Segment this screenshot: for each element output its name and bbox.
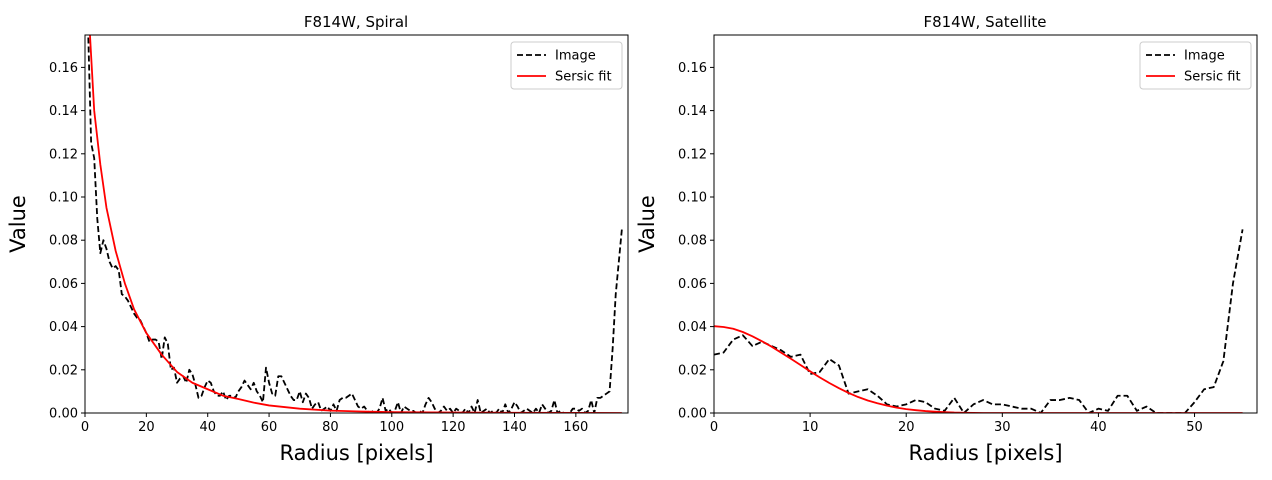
y-tick-label: 0.04 [49, 320, 78, 335]
legend-label: Image [555, 49, 596, 64]
y-tick-label: 0.12 [49, 147, 78, 162]
legend-box [1139, 41, 1252, 90]
x-tick-label: 50 [1186, 420, 1203, 435]
series-line-sersic-fit [714, 325, 1243, 413]
y-tick-label: 0.02 [678, 363, 707, 378]
axes-frame [713, 34, 1258, 414]
y-axis-label: Value [635, 195, 659, 253]
legend-label: Sersic fit [555, 70, 612, 85]
y-tick-label: 0.00 [49, 407, 78, 422]
y-tick-label: 0.12 [678, 147, 707, 162]
y-tick-label: 0.16 [49, 61, 78, 76]
y-tick-label: 0.10 [678, 191, 707, 206]
x-tick-label: 40 [1090, 420, 1107, 435]
series-line-image [714, 229, 1244, 413]
x-tick-label: 120 [441, 420, 466, 435]
x-tick-label: 80 [322, 420, 339, 435]
series-line-image [87, 35, 623, 413]
x-axis-label: Radius [pixels] [908, 441, 1062, 465]
x-tick-label: 140 [502, 420, 527, 435]
x-tick-label: 10 [802, 420, 819, 435]
y-tick-label: 0.16 [678, 61, 707, 76]
series-line-sersic-fit [89, 35, 622, 413]
y-tick-label: 0.08 [678, 234, 707, 249]
chart-title: F814W, Satellite [923, 13, 1046, 31]
x-axis-label: Radius [pixels] [279, 441, 433, 465]
y-tick-label: 0.04 [678, 320, 707, 335]
axes-frame [84, 34, 629, 414]
y-tick-label: 0.10 [49, 191, 78, 206]
y-tick-label: 0.14 [49, 104, 78, 119]
x-tick-label: 0 [710, 420, 718, 435]
y-tick-label: 0.08 [49, 234, 78, 249]
y-tick-label: 0.14 [678, 104, 707, 119]
chart-title: F814W, Spiral [304, 13, 408, 31]
y-axis-label: Value [6, 195, 30, 253]
y-tick-label: 0.02 [49, 363, 78, 378]
x-tick-label: 30 [994, 420, 1011, 435]
legend-label: Sersic fit [1184, 70, 1241, 85]
x-tick-label: 40 [199, 420, 216, 435]
x-tick-label: 20 [898, 420, 915, 435]
legend-label: Image [1184, 49, 1225, 64]
y-tick-label: 0.00 [678, 407, 707, 422]
legend-box [510, 41, 623, 90]
y-tick-label: 0.06 [678, 277, 707, 292]
y-tick-label: 0.06 [49, 277, 78, 292]
x-tick-label: 20 [138, 420, 155, 435]
x-tick-label: 160 [563, 420, 588, 435]
spiral-chart-panel: F814W, Spiral 0 20 40 60 80 100 120 140 160 0.00 0… [6, 13, 629, 465]
x-tick-label: 0 [81, 420, 89, 435]
satellite-chart-panel: F814W, Satellite 0 10 20 30 40 50 0.00 0.02 0.04… [635, 13, 1258, 465]
x-tick-label: 60 [261, 420, 278, 435]
x-tick-label: 100 [379, 420, 404, 435]
